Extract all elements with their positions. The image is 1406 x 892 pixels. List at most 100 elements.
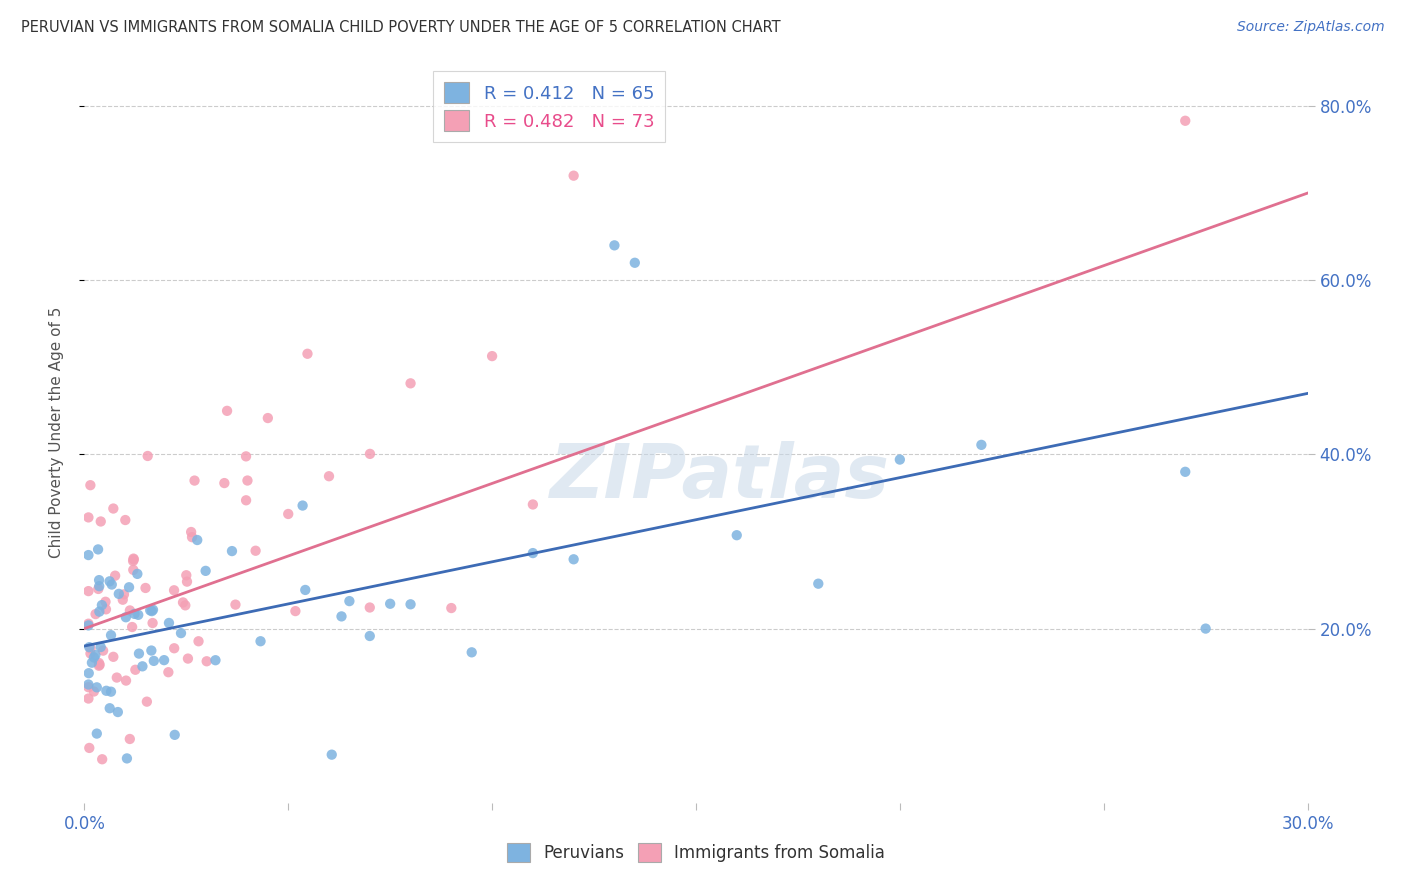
Point xyxy=(122,554,145,568)
Point xyxy=(321,747,343,762)
Point xyxy=(103,649,125,664)
Point xyxy=(79,478,101,492)
Point xyxy=(174,599,197,613)
Point xyxy=(359,629,381,643)
Point xyxy=(163,728,186,742)
Point xyxy=(114,513,136,527)
Point xyxy=(245,543,267,558)
Point xyxy=(807,576,830,591)
Point xyxy=(163,583,186,598)
Point xyxy=(122,552,145,566)
Point xyxy=(80,656,103,670)
Point xyxy=(141,643,163,657)
Point xyxy=(889,452,911,467)
Point xyxy=(83,650,105,665)
Point xyxy=(187,634,209,648)
Point xyxy=(725,528,748,542)
Point xyxy=(121,620,143,634)
Point xyxy=(118,731,141,746)
Point xyxy=(94,602,117,616)
Point xyxy=(100,684,122,698)
Point xyxy=(522,546,544,560)
Point xyxy=(77,616,100,631)
Point xyxy=(157,665,180,680)
Point xyxy=(277,507,299,521)
Point xyxy=(107,705,129,719)
Point xyxy=(359,600,381,615)
Point xyxy=(115,610,138,624)
Point xyxy=(90,598,112,612)
Point xyxy=(105,671,128,685)
Point xyxy=(90,640,112,654)
Point xyxy=(100,628,122,642)
Point xyxy=(236,474,259,488)
Point xyxy=(87,656,110,670)
Point xyxy=(86,726,108,740)
Point xyxy=(399,376,422,391)
Point xyxy=(107,587,129,601)
Point xyxy=(77,510,100,524)
Text: ZIPatlas: ZIPatlas xyxy=(550,441,890,514)
Point xyxy=(118,603,141,617)
Point xyxy=(970,438,993,452)
Point xyxy=(128,647,150,661)
Point xyxy=(89,605,111,619)
Point xyxy=(562,169,585,183)
Point xyxy=(174,568,197,582)
Point xyxy=(127,566,149,581)
Point xyxy=(294,582,316,597)
Point xyxy=(112,587,135,601)
Point xyxy=(77,680,100,694)
Point xyxy=(100,577,122,591)
Point xyxy=(1174,465,1197,479)
Point xyxy=(440,601,463,615)
Point xyxy=(122,551,145,566)
Point xyxy=(77,548,100,562)
Point xyxy=(79,641,101,656)
Point xyxy=(77,677,100,691)
Point xyxy=(136,449,159,463)
Text: PERUVIAN VS IMMIGRANTS FROM SOMALIA CHILD POVERTY UNDER THE AGE OF 5 CORRELATION: PERUVIAN VS IMMIGRANTS FROM SOMALIA CHIL… xyxy=(21,20,780,35)
Point xyxy=(135,695,157,709)
Point xyxy=(157,615,180,630)
Point xyxy=(1195,622,1218,636)
Point xyxy=(118,580,141,594)
Point xyxy=(91,643,114,657)
Point xyxy=(79,740,101,755)
Point xyxy=(318,469,340,483)
Point xyxy=(176,574,198,589)
Point xyxy=(380,597,402,611)
Point xyxy=(87,658,110,673)
Point xyxy=(170,626,193,640)
Point xyxy=(153,653,176,667)
Point xyxy=(141,604,163,618)
Point xyxy=(461,645,484,659)
Point xyxy=(257,411,280,425)
Point xyxy=(77,618,100,632)
Point xyxy=(235,450,257,464)
Point xyxy=(214,476,236,491)
Point xyxy=(142,615,165,630)
Point xyxy=(221,544,243,558)
Point xyxy=(284,604,307,618)
Point xyxy=(249,634,271,648)
Point xyxy=(87,573,110,587)
Point xyxy=(86,681,108,695)
Point xyxy=(562,552,585,566)
Legend: Peruvians, Immigrants from Somalia: Peruvians, Immigrants from Somalia xyxy=(501,836,891,869)
Point xyxy=(94,595,117,609)
Point xyxy=(79,640,101,655)
Point xyxy=(79,647,101,661)
Point xyxy=(172,595,194,609)
Point xyxy=(183,474,205,488)
Point xyxy=(131,659,153,673)
Point xyxy=(291,499,314,513)
Point xyxy=(90,515,112,529)
Point xyxy=(83,684,105,698)
Point xyxy=(194,564,217,578)
Point xyxy=(115,673,138,688)
Point xyxy=(77,666,100,681)
Point xyxy=(624,256,647,270)
Point xyxy=(91,752,114,766)
Point xyxy=(399,597,422,611)
